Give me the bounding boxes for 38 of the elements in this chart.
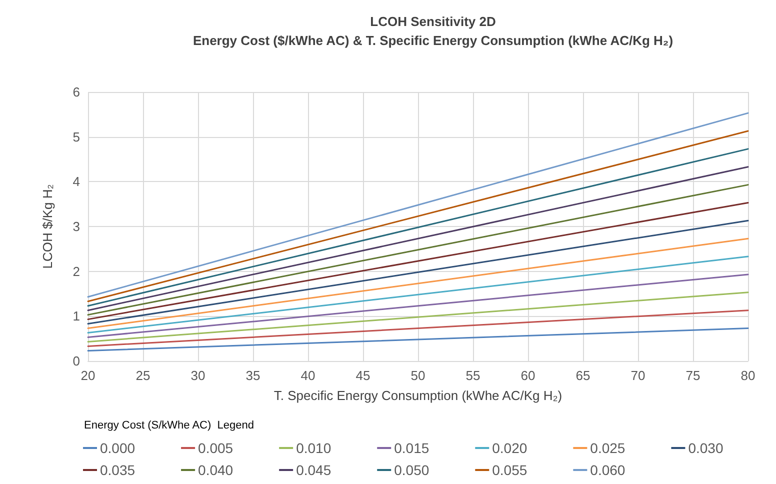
legend-label: 0.005 [198,440,234,456]
y-tick-label: 3 [72,219,80,234]
x-tick-label: 80 [740,368,756,383]
x-tick-label: 40 [300,368,316,383]
x-tick-label: 25 [136,368,150,383]
y-tick-label: 1 [72,308,80,324]
legend-label: 0.040 [198,462,234,478]
legend-label: 0.010 [296,440,332,456]
legend-label: 0.025 [590,440,626,456]
y-tick-label: 0 [72,354,80,368]
x-tick-label: 45 [356,368,370,383]
legend-label: 0.050 [394,462,430,478]
legend-label: 0.015 [394,440,430,456]
x-tick-label: 70 [630,368,646,383]
legend-label: 0.055 [492,462,528,478]
x-axis-title: T. Specific Energy Consumption (kWhe AC/Kg H₂) [274,388,562,403]
legend-label: 0.060 [590,462,626,478]
y-tick-label: 6 [72,84,80,100]
x-tick-label: 55 [466,368,480,383]
x-tick-label: 35 [246,368,260,383]
x-tick-label: 60 [520,368,536,383]
y-tick-label: 4 [72,174,80,190]
legend-label: 0.045 [296,462,332,478]
chart-title: LCOH Sensitivity 2D [370,14,496,29]
legend-label: 0.030 [688,440,724,456]
y-tick-label: 5 [72,129,80,144]
x-tick-label: 50 [410,368,426,383]
x-tick-label: 65 [576,368,590,383]
legend-label: 0.020 [492,440,528,456]
chart-subtitle: Energy Cost ($/kWhe AC) & T. Specific Energy Consumption (kWhe AC/Kg H₂) [192,33,674,48]
x-tick-label: 30 [190,368,206,383]
x-tick-label: 20 [80,368,96,383]
legend-label: 0.000 [100,440,136,456]
y-tick-label: 2 [72,264,80,279]
legend-label: 0.035 [100,462,136,478]
y-axis-title: LCOH $/Kg H₂ [40,184,55,269]
x-tick-label: 75 [686,368,700,383]
legend-title: Energy Cost (S/kWhe AC) Legend [84,420,254,432]
